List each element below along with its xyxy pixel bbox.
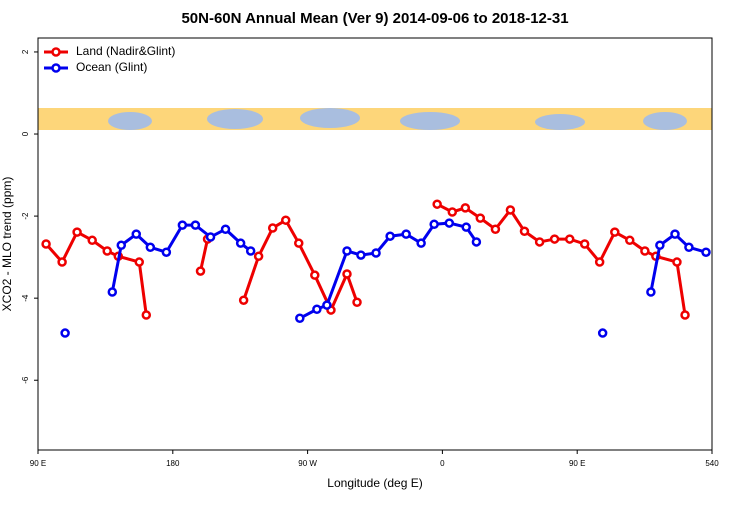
point	[701, 247, 711, 257]
point	[371, 248, 381, 258]
point	[141, 310, 152, 320]
legend-marker	[51, 63, 61, 73]
point	[597, 328, 608, 338]
point	[471, 237, 482, 247]
point	[87, 235, 97, 246]
legend-label: Ocean (Glint)	[76, 60, 147, 74]
point	[444, 218, 455, 228]
point	[312, 304, 322, 314]
point	[534, 237, 545, 247]
point	[640, 246, 650, 256]
point	[220, 224, 231, 234]
point	[177, 220, 188, 230]
point	[594, 257, 605, 267]
point	[102, 246, 112, 256]
point	[432, 199, 442, 209]
point	[72, 227, 82, 237]
point	[564, 234, 575, 244]
point	[670, 229, 680, 239]
point	[116, 240, 127, 250]
point	[401, 229, 411, 239]
y-tick-label: 0	[21, 131, 30, 136]
y-tick-label: -2	[21, 212, 30, 220]
point	[490, 224, 501, 234]
x-tick-label: 540	[705, 459, 719, 468]
point	[294, 238, 304, 248]
chart-title: 50N-60N Annual Mean (Ver 9) 2014-09-06 t…	[181, 10, 568, 27]
point	[235, 238, 246, 248]
point	[295, 313, 305, 324]
x-tick-label: 90 W	[298, 459, 317, 468]
point	[447, 207, 458, 217]
point	[356, 250, 366, 260]
y-tick-label: 2	[21, 49, 30, 54]
point	[519, 226, 530, 237]
series-line	[44, 202, 687, 316]
point	[280, 215, 291, 225]
point	[610, 227, 620, 237]
plot-frame	[37, 37, 713, 451]
legend-label: Land (Nadir&Glint)	[76, 44, 175, 58]
point	[429, 219, 439, 230]
point	[352, 297, 362, 308]
x-tick-label: 90 E	[569, 459, 585, 468]
point	[41, 239, 51, 249]
point	[342, 246, 352, 256]
x-tick-label: 0	[440, 459, 445, 468]
x-axis-label: Longitude (deg E)	[327, 476, 422, 490]
point	[205, 232, 216, 242]
x-tick-label: 90 E	[30, 459, 46, 468]
point	[57, 257, 67, 267]
point	[579, 239, 590, 249]
point	[238, 295, 249, 305]
point	[680, 310, 690, 320]
point	[416, 238, 426, 248]
point	[60, 328, 70, 338]
point	[190, 220, 201, 230]
legend: Land (Nadir&Glint) Ocean (Glint)	[44, 44, 175, 74]
point	[461, 222, 471, 232]
point	[505, 205, 516, 215]
y-tick-label: -4	[21, 294, 30, 302]
point	[107, 287, 118, 297]
point	[161, 247, 172, 257]
x-tick-label: 180	[166, 459, 180, 468]
point	[655, 240, 665, 250]
point	[385, 231, 395, 241]
point	[134, 257, 144, 267]
point	[195, 266, 206, 276]
point	[342, 269, 352, 279]
point	[625, 235, 635, 246]
point	[672, 257, 682, 267]
point	[145, 242, 156, 253]
point	[310, 270, 320, 280]
point	[549, 234, 560, 244]
point	[646, 287, 656, 297]
y-tick-label: -6	[21, 376, 30, 384]
point	[267, 223, 278, 233]
point	[131, 229, 142, 239]
point	[322, 300, 332, 310]
point	[253, 251, 264, 262]
point	[475, 213, 486, 223]
point	[684, 242, 694, 253]
point	[460, 203, 471, 213]
point	[245, 246, 256, 256]
y-axis-label: XCO2 - MLO trend (ppm)	[0, 177, 14, 312]
map-strip	[38, 108, 712, 130]
legend-marker	[51, 47, 61, 57]
